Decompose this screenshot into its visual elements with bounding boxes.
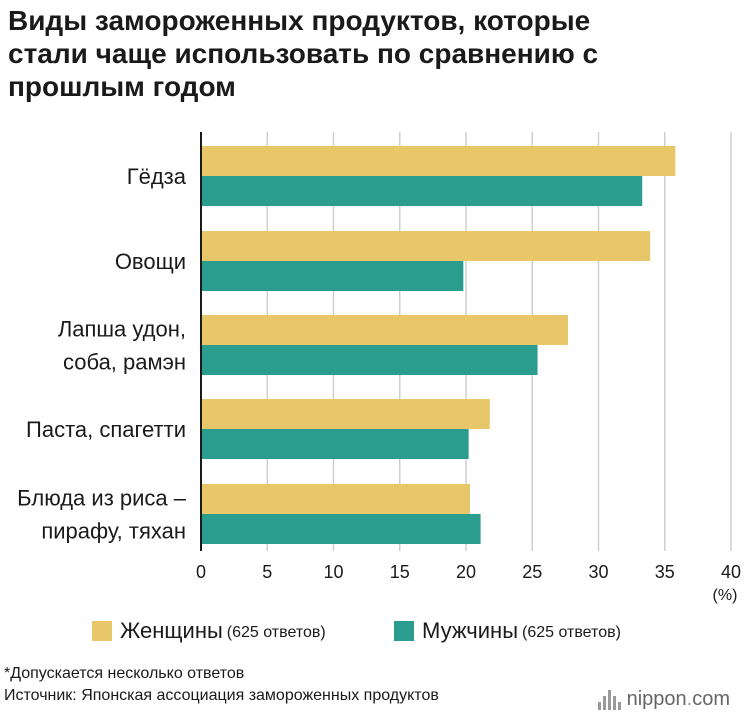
- legend-label-men: Мужчины: [422, 618, 519, 643]
- x-tick-label-35: 35: [655, 562, 675, 582]
- legend-label-women: Женщины: [120, 618, 223, 643]
- category-label-2-1: соба, рамэн: [63, 350, 186, 375]
- legend: Женщины (625 ответов) Мужчины (625 ответ…: [0, 618, 744, 652]
- title-line-2: стали чаще использовать по сравнению с: [8, 38, 599, 69]
- category-label-1: Овощи: [115, 249, 186, 274]
- x-tick-label-40: 40: [721, 562, 741, 582]
- legend-swatch-men: [394, 621, 414, 641]
- bar-men-0: [201, 176, 643, 206]
- footnote-note: *Допускается несколько ответов: [4, 665, 245, 682]
- legend-count-women: (625 ответов): [226, 623, 326, 641]
- bar-men-3: [201, 429, 469, 459]
- x-tick-label-10: 10: [323, 562, 343, 582]
- legend-swatch-women: [92, 621, 112, 641]
- footnote-source: Источник: Японская ассоциация замороженн…: [4, 687, 439, 704]
- category-label-3: Паста, спагетти: [26, 417, 186, 442]
- bar-women-0: [201, 146, 676, 176]
- x-tick-label-20: 20: [456, 562, 476, 582]
- x-tick-label-30: 30: [588, 562, 608, 582]
- legend-count-men: (625 ответов): [522, 623, 621, 641]
- chart-title: Виды замороженных продуктов, которые ста…: [8, 4, 738, 103]
- category-label-2-0: Лапша удон,: [58, 317, 186, 342]
- category-label-4-1: пирафу, тяхан: [41, 519, 186, 544]
- x-tick-label-5: 5: [262, 562, 272, 582]
- title-line-3: прошлым годом: [8, 71, 236, 102]
- bar-women-1: [201, 231, 651, 261]
- bar-women-2: [201, 315, 569, 345]
- bar-men-1: [201, 261, 464, 291]
- logo-dot: .: [686, 688, 693, 710]
- category-label-0: Гёдза: [127, 164, 187, 189]
- nippon-logo: nippon. com: [597, 688, 730, 711]
- legend-item-men: Мужчины (625 ответов): [394, 618, 621, 644]
- bar-women-4: [201, 484, 470, 514]
- x-tick-label-15: 15: [390, 562, 410, 582]
- legend-item-women: Женщины (625 ответов): [92, 618, 326, 644]
- x-tick-label-25: 25: [522, 562, 542, 582]
- bar-women-3: [201, 399, 490, 429]
- logo-tld: com: [692, 688, 730, 710]
- title-line-1: Виды замороженных продуктов, которые: [8, 5, 591, 36]
- nippon-logo-icon: [597, 689, 621, 710]
- bar-chart: Гёдза Овощи Лапша удон, соба, рамэн Паста, с…: [17, 132, 741, 604]
- logo-name: nippon: [626, 688, 687, 710]
- category-label-4-0: Блюда из риса –: [17, 486, 187, 511]
- x-tick-label-0: 0: [196, 562, 206, 582]
- bar-men-4: [201, 514, 481, 544]
- bar-men-2: [201, 345, 538, 375]
- x-unit-label: (%): [713, 587, 738, 604]
